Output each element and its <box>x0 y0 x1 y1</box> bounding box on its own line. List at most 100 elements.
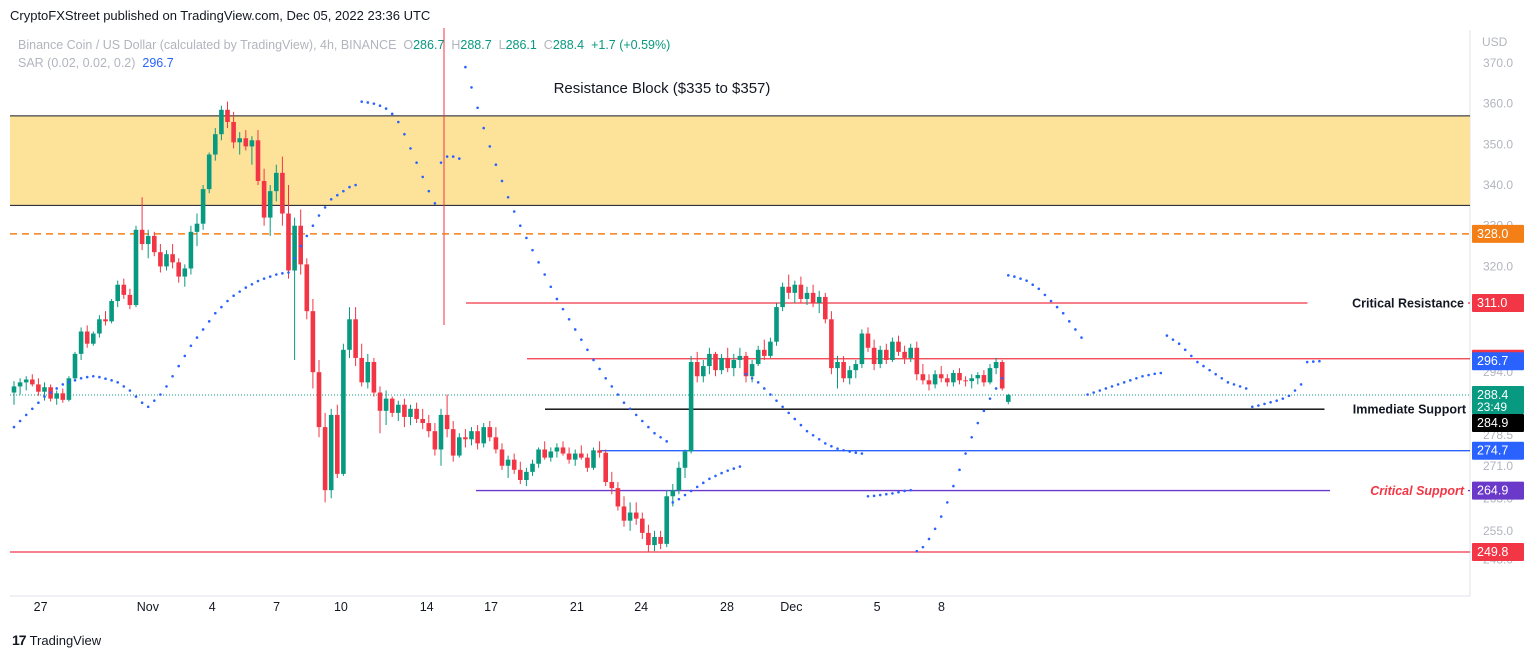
sar-dot <box>1104 387 1108 390</box>
sar-dot <box>464 65 467 69</box>
candle <box>188 225 194 275</box>
sar-dot <box>1208 368 1211 372</box>
sar-dot <box>317 214 321 217</box>
sar-dot <box>921 545 925 549</box>
sar-dot <box>622 401 626 404</box>
sar-legend[interactable]: SAR (0.02, 0.02, 0.2) 296.7 <box>18 56 174 70</box>
candle <box>737 347 743 369</box>
candle <box>402 398 407 428</box>
sar-dot <box>763 387 766 390</box>
candle <box>127 288 133 310</box>
symbol-title[interactable]: Binance Coin / US Dollar (calculated by … <box>18 38 397 52</box>
sar-dot <box>488 145 492 148</box>
sar-dot <box>708 477 711 481</box>
sar-dot <box>683 493 687 497</box>
candle <box>30 374 35 387</box>
y-axis-currency: USD <box>1482 35 1508 49</box>
candle-body <box>54 393 59 399</box>
candle <box>206 152 212 194</box>
sar-dot <box>970 435 973 439</box>
candle-body <box>493 437 499 450</box>
sar-dot <box>1098 389 1102 392</box>
candle-body <box>450 429 456 456</box>
badge-level-274-bg <box>1472 441 1524 460</box>
candle-body <box>786 286 791 293</box>
sar-dot <box>232 294 235 298</box>
sar-dot <box>1190 354 1193 358</box>
candle-body <box>438 414 444 450</box>
sar-dot <box>653 431 656 435</box>
candle-body <box>469 431 474 440</box>
sar-dot <box>586 348 589 352</box>
candle-body <box>36 384 41 392</box>
sar-dot <box>1159 371 1163 375</box>
candle-body <box>231 121 236 143</box>
candle-body <box>829 319 834 369</box>
sar-dot <box>165 385 168 388</box>
candle-body <box>463 437 468 440</box>
candle-body <box>993 362 999 369</box>
candle-body <box>316 372 322 428</box>
tradingview-brand[interactable]: 17 TradingView <box>12 632 101 648</box>
candle <box>164 250 169 271</box>
sar-dot <box>519 224 522 228</box>
sar-dot <box>140 401 144 404</box>
candle-body <box>78 331 84 354</box>
candle <box>871 339 877 371</box>
candle-body <box>444 414 450 430</box>
sar-dot <box>903 489 906 493</box>
candle-body <box>566 453 572 460</box>
candle <box>511 453 517 474</box>
candle-body <box>420 418 425 424</box>
sar-dot <box>433 202 437 205</box>
sar-dot <box>390 112 394 116</box>
x-tick-label: 4 <box>209 600 216 614</box>
candle <box>274 164 279 202</box>
sar-dot <box>403 132 406 136</box>
sar-dot <box>1214 372 1217 376</box>
sar-dot <box>1080 336 1083 339</box>
candle <box>823 292 828 324</box>
candle <box>286 185 291 279</box>
candle <box>566 447 572 464</box>
candle <box>432 423 438 456</box>
candle-body <box>780 286 785 308</box>
candle <box>951 370 956 387</box>
candle <box>701 359 706 383</box>
sar-dot <box>92 374 95 378</box>
sar-dot <box>323 206 327 209</box>
sar-dot <box>342 189 345 193</box>
candle-body <box>713 353 718 371</box>
candle-body <box>170 254 175 263</box>
candle-body <box>670 490 676 497</box>
sar-dot <box>1269 400 1272 404</box>
candle <box>664 490 669 548</box>
candle-body <box>475 431 480 444</box>
candle-body <box>432 431 438 450</box>
candle-body <box>133 229 139 306</box>
sar-dot <box>1141 374 1144 378</box>
candle <box>499 443 505 470</box>
sar-dot <box>787 411 790 415</box>
candle <box>84 325 90 348</box>
sar-dot <box>976 421 980 425</box>
sar-dot <box>244 286 248 289</box>
candle-body <box>243 138 249 147</box>
candle <box>91 331 96 346</box>
sar-dot <box>268 275 272 278</box>
resistance-block <box>10 115 1470 206</box>
sar-dot <box>964 452 967 455</box>
candle <box>170 244 175 269</box>
candle <box>54 390 59 405</box>
candle <box>762 339 767 360</box>
candle <box>743 351 749 383</box>
sar-dot <box>49 391 52 394</box>
sar-dot <box>31 407 34 411</box>
sar-dot <box>73 379 77 382</box>
sar-dot <box>1171 338 1175 341</box>
sar-dot <box>830 444 833 448</box>
brand-name: TradingView <box>29 632 102 648</box>
ohlc-high-label: H <box>451 38 461 52</box>
candle <box>11 381 17 405</box>
